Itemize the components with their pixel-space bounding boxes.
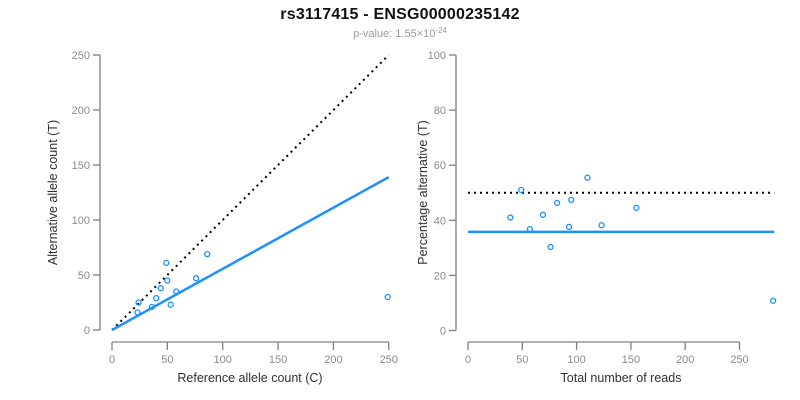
x-tick-label: 100 xyxy=(567,354,585,366)
y-tick-label: 60 xyxy=(434,160,446,172)
data-point xyxy=(173,288,180,295)
pvalue-value: 1.55×10 xyxy=(395,28,436,40)
y-tick-label: 200 xyxy=(72,105,90,117)
x-tick-label: 250 xyxy=(730,354,748,366)
data-point xyxy=(163,259,170,267)
right-x-axis-title: Total number of reads xyxy=(561,371,682,385)
data-point xyxy=(526,225,534,233)
y-tick-label: 0 xyxy=(440,326,446,338)
fit-line xyxy=(111,176,390,332)
data-point xyxy=(157,285,164,292)
data-point xyxy=(164,277,171,284)
data-point xyxy=(547,243,554,251)
pvalue-label: p-value: xyxy=(353,28,396,40)
data-point xyxy=(153,294,160,302)
data-point xyxy=(770,297,777,304)
x-tick-label: 0 xyxy=(109,354,115,366)
data-point xyxy=(539,211,547,218)
data-point xyxy=(584,174,591,181)
x-tick-label: 50 xyxy=(161,354,173,366)
x-tick-label: 0 xyxy=(465,354,471,366)
data-point xyxy=(135,299,142,306)
y-tick-label: 100 xyxy=(428,50,446,62)
data-point xyxy=(565,223,573,231)
data-point xyxy=(507,214,514,221)
right-y-axis-title: Percentage alternative (T) xyxy=(416,120,430,265)
data-point xyxy=(192,275,200,282)
x-tick-label: 150 xyxy=(622,354,640,366)
identity-line xyxy=(111,54,390,331)
pvalue-exponent: -24 xyxy=(435,26,447,35)
x-tick-label: 100 xyxy=(214,354,232,366)
figure-subtitle: p-value: 1.55×10-24 xyxy=(0,26,800,40)
left-x-axis-title: Reference allele count (C) xyxy=(177,371,322,385)
x-tick-label: 200 xyxy=(324,354,342,366)
x-tick-label: 250 xyxy=(380,354,398,366)
y-tick-label: 150 xyxy=(72,160,90,172)
data-point xyxy=(167,301,174,308)
y-tick-label: 20 xyxy=(434,270,446,282)
data-point xyxy=(598,222,605,229)
x-tick-label: 200 xyxy=(676,354,694,366)
figure-title: rs3117415 - ENSG00000235142 xyxy=(280,6,520,23)
y-tick-label: 250 xyxy=(72,50,90,62)
left-y-axis-title: Alternative allele count (T) xyxy=(46,120,60,265)
y-tick-label: 0 xyxy=(84,325,90,337)
left-plot-allele-counts: 0 50 100 150 200 250 0 50 100 150 200 250 xyxy=(72,50,398,366)
y-tick-label: 80 xyxy=(434,105,446,117)
right-plot-percentage-alternative: 0 20 40 60 80 100 0 50 100 150 200 250 xyxy=(428,50,777,366)
data-point xyxy=(553,199,561,207)
data-point xyxy=(148,303,156,311)
data-point xyxy=(518,186,525,194)
x-tick-label: 150 xyxy=(269,354,287,366)
data-point xyxy=(384,293,391,301)
y-tick-label: 100 xyxy=(72,215,90,227)
data-point xyxy=(633,204,640,212)
y-tick-label: 40 xyxy=(434,215,446,227)
data-point xyxy=(568,196,575,204)
data-point xyxy=(204,250,211,258)
y-tick-label: 50 xyxy=(78,270,90,282)
data-point xyxy=(134,309,141,316)
x-tick-label: 50 xyxy=(516,354,528,366)
